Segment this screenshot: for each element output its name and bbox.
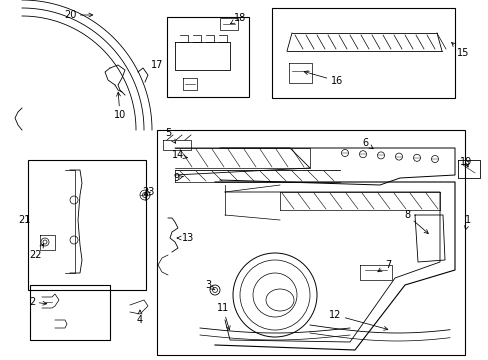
Text: 14: 14 <box>171 150 187 160</box>
Text: 23: 23 <box>142 187 154 197</box>
Bar <box>30 285 110 340</box>
Bar <box>28 160 146 290</box>
Text: 7: 7 <box>377 260 390 272</box>
Text: 6: 6 <box>361 138 372 149</box>
Bar <box>167 17 248 97</box>
Text: 15: 15 <box>451 42 468 58</box>
Text: 3: 3 <box>204 280 215 290</box>
Text: 10: 10 <box>114 92 126 120</box>
Text: 21: 21 <box>18 215 30 225</box>
Text: 20: 20 <box>63 10 93 20</box>
Text: 18: 18 <box>230 13 245 24</box>
Text: 12: 12 <box>328 310 387 330</box>
Text: 9: 9 <box>173 173 183 183</box>
Text: 11: 11 <box>217 303 230 330</box>
Text: 22: 22 <box>30 244 43 260</box>
Text: 16: 16 <box>304 71 343 86</box>
Text: 17: 17 <box>150 60 163 70</box>
Text: 2: 2 <box>29 297 47 307</box>
Text: 13: 13 <box>177 233 194 243</box>
Bar <box>271 8 454 98</box>
Bar <box>220 18 238 30</box>
Text: 19: 19 <box>459 157 471 167</box>
Text: 4: 4 <box>137 310 143 325</box>
Text: 8: 8 <box>403 210 427 234</box>
Text: 1: 1 <box>464 215 470 230</box>
Bar <box>157 130 464 355</box>
Text: 5: 5 <box>164 128 175 143</box>
